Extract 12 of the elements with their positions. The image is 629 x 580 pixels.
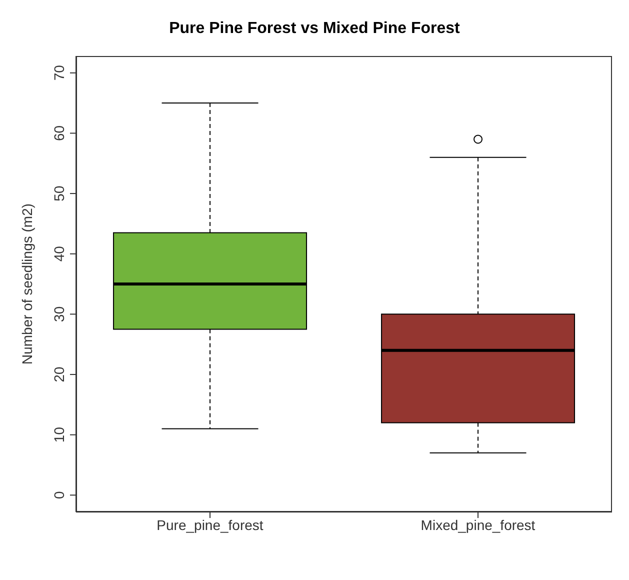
- x-tick-label: Mixed_pine_forest: [420, 516, 536, 533]
- y-tick-label: 10: [51, 426, 67, 443]
- chart-title: Pure Pine Forest vs Mixed Pine Forest: [168, 20, 461, 38]
- y-tick-label: 50: [51, 186, 67, 202]
- y-tick-label: 40: [51, 246, 67, 262]
- y-tick-label: 60: [51, 125, 67, 141]
- y-tick-label: 70: [51, 64, 67, 81]
- y-axis-title: Number of seedlings (m2): [18, 203, 35, 365]
- y-tick-label: 20: [51, 366, 67, 382]
- x-tick-label: Pure_pine_forest: [156, 516, 264, 533]
- y-tick-label: 0: [51, 491, 67, 500]
- y-tick-label: 30: [51, 306, 67, 322]
